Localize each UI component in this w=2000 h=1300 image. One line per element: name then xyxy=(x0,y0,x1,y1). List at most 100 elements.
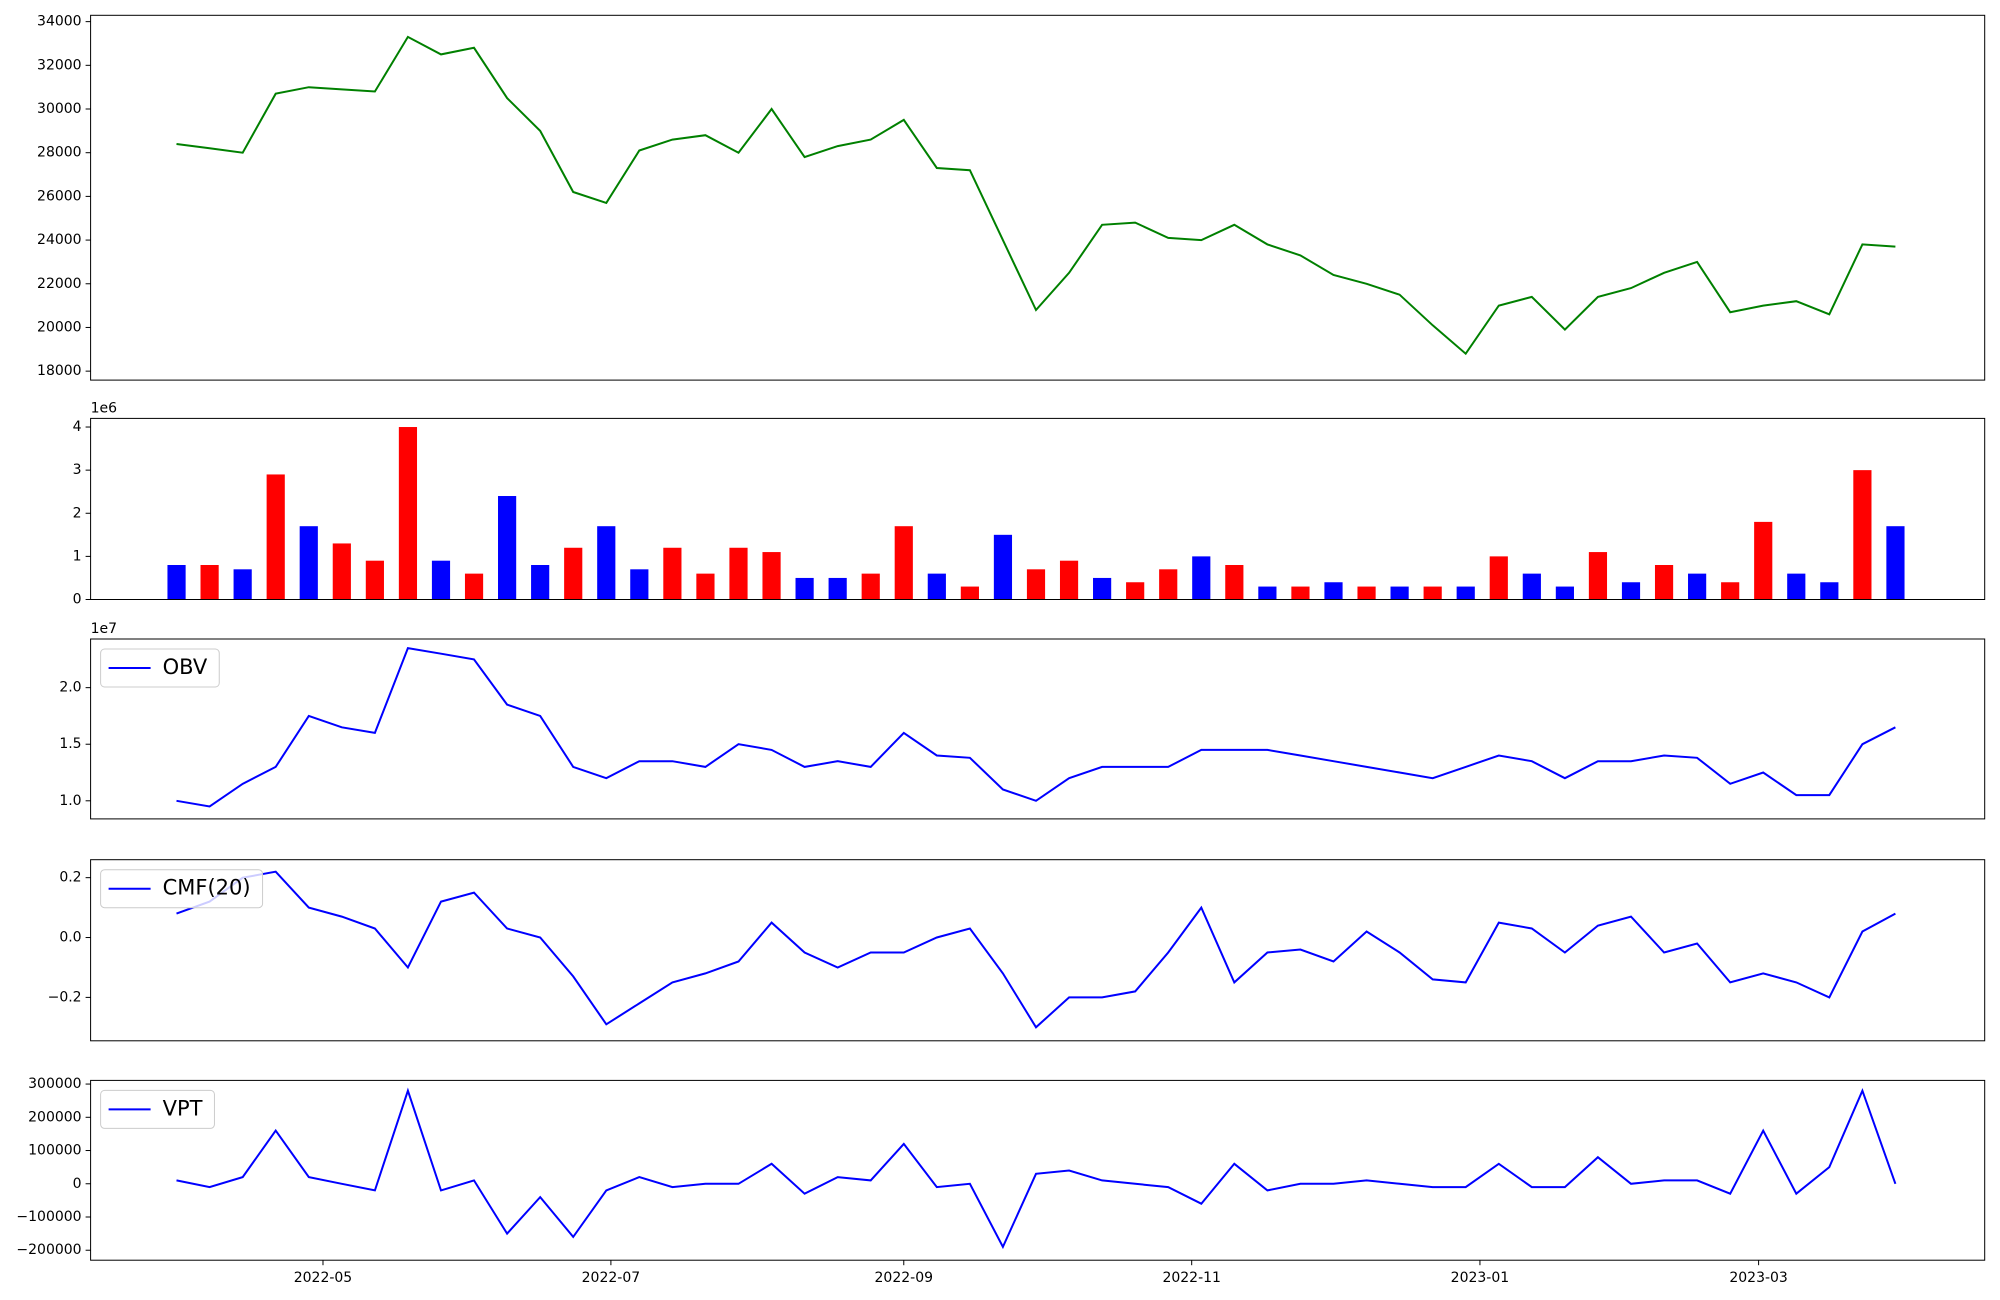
bar xyxy=(1390,586,1409,600)
bar xyxy=(828,577,847,600)
y-tick-label: 28000 xyxy=(37,145,82,161)
y-tick-label: −100000 xyxy=(16,1209,81,1225)
x-tick-label: 2022-11 xyxy=(1162,1270,1221,1286)
y-tick-label: 32000 xyxy=(37,57,82,73)
y-tick-label: 0 xyxy=(73,592,82,608)
x-tick-label: 2022-05 xyxy=(294,1270,353,1286)
y-tick-label: 4 xyxy=(73,419,82,435)
bar xyxy=(1357,586,1376,600)
bar xyxy=(1754,521,1773,600)
bar xyxy=(464,573,484,600)
line xyxy=(176,870,1896,1029)
y-tick-label: 24000 xyxy=(37,232,82,248)
bar xyxy=(1820,582,1839,600)
bar xyxy=(1588,552,1608,600)
y-tick-label: 22000 xyxy=(37,276,82,292)
bar xyxy=(927,573,946,600)
bar xyxy=(597,526,616,600)
bar xyxy=(531,565,550,600)
bar xyxy=(1225,565,1244,600)
bar xyxy=(332,543,351,600)
bar xyxy=(1423,586,1442,600)
legend-box xyxy=(100,648,220,688)
bar xyxy=(795,577,814,600)
plot-frame xyxy=(90,14,1986,381)
bar xyxy=(1489,556,1508,600)
legend-box xyxy=(100,869,264,909)
axis-offset: 1e7 xyxy=(91,621,117,637)
bar xyxy=(398,427,418,600)
y-tick-label: 20000 xyxy=(37,319,82,335)
bar xyxy=(1853,470,1872,600)
bar xyxy=(167,565,186,600)
bar xyxy=(1886,526,1905,600)
bar xyxy=(1688,573,1707,600)
x-tick-label: 2022-09 xyxy=(875,1270,934,1286)
bar xyxy=(663,547,682,600)
bar xyxy=(1126,582,1145,600)
bar xyxy=(1026,569,1046,600)
bar xyxy=(1291,586,1310,600)
bar xyxy=(1721,582,1740,600)
bar xyxy=(1258,586,1277,600)
bar xyxy=(729,547,748,600)
legend-label: VPT xyxy=(163,1096,203,1120)
plot-frame xyxy=(90,859,1986,1042)
y-tick-label: 30000 xyxy=(37,101,82,117)
bar xyxy=(431,560,451,600)
bar xyxy=(960,586,979,600)
y-tick-label: −0.2 xyxy=(48,989,82,1005)
bar xyxy=(1324,582,1343,600)
plot-frame xyxy=(90,1079,1986,1261)
bar xyxy=(299,526,318,600)
bar xyxy=(861,573,880,600)
x-tick-label: 2023-03 xyxy=(1729,1270,1788,1286)
y-tick-label: 0.2 xyxy=(59,870,81,886)
y-tick-label: 1 xyxy=(73,548,82,564)
x-tick-label: 2023-01 xyxy=(1451,1270,1510,1286)
bar xyxy=(1192,556,1211,600)
bar xyxy=(233,569,252,600)
x-tick-label: 2022-07 xyxy=(582,1270,641,1286)
bar xyxy=(1787,573,1806,600)
legend-label: CMF(20) xyxy=(163,876,251,900)
y-tick-label: 1.5 xyxy=(59,736,81,752)
bar xyxy=(498,496,517,600)
y-tick-label: 300000 xyxy=(28,1076,81,1092)
y-tick-label: 0 xyxy=(73,1176,82,1192)
bar xyxy=(762,552,781,600)
bar xyxy=(894,526,913,600)
y-tick-label: 0.0 xyxy=(59,930,81,946)
bar xyxy=(365,560,384,600)
bar xyxy=(1621,582,1641,600)
y-tick-label: −200000 xyxy=(16,1242,81,1258)
legend-box xyxy=(100,1089,215,1129)
plot-frame xyxy=(90,417,1986,600)
bar xyxy=(630,569,649,600)
plot-frame xyxy=(90,638,1986,820)
y-tick-label: 200000 xyxy=(28,1109,81,1125)
bar xyxy=(1456,586,1475,600)
bar xyxy=(1159,569,1178,600)
legend-label: OBV xyxy=(163,655,208,679)
bar xyxy=(1093,577,1112,600)
y-tick-label: 34000 xyxy=(37,14,82,30)
line xyxy=(176,1087,1897,1250)
line xyxy=(176,646,1896,808)
bar xyxy=(564,547,583,600)
axis-offset: 1e6 xyxy=(91,400,118,416)
y-tick-label: 3 xyxy=(73,462,82,478)
bar xyxy=(266,474,285,600)
bar xyxy=(993,534,1013,600)
bar xyxy=(200,565,219,600)
line xyxy=(176,35,1896,356)
bar xyxy=(1522,573,1541,600)
y-tick-label: 1.0 xyxy=(59,793,81,809)
y-tick-label: 2 xyxy=(73,505,82,521)
y-tick-label: 2.0 xyxy=(59,680,81,696)
y-tick-label: 100000 xyxy=(28,1143,81,1159)
bar xyxy=(1555,586,1574,600)
bar xyxy=(696,573,715,600)
bar xyxy=(1654,565,1674,600)
